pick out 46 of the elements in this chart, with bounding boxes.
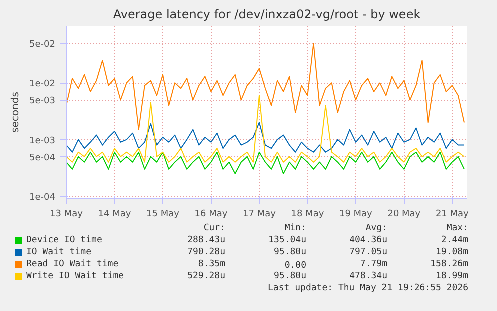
text: 8.35m (198, 260, 226, 270)
x-tick-label: 15 May (146, 210, 180, 220)
text: 478.34u (350, 272, 388, 282)
text: 95.80u (274, 272, 307, 282)
chart-title: Average latency for /dev/inxza02-vg/root - by week (113, 8, 421, 22)
y-tick-label: 5e-02 (30, 40, 56, 50)
x-tick-label: 17 May (243, 210, 277, 220)
text: Cur: (204, 224, 226, 234)
y-tick-label: 5e-03 (30, 96, 56, 107)
x-tick-label: 20 May (388, 210, 422, 220)
line-series (66, 95, 465, 163)
legend-label: IO Wait time (26, 248, 92, 258)
y-tick-label: 5e-04 (30, 153, 56, 164)
text: Avg: (366, 224, 388, 234)
text: 797.05u (350, 248, 388, 258)
x-tick-label: 21 May (436, 210, 470, 220)
text: 529.28u (188, 272, 226, 282)
text: 95.80u (274, 248, 307, 258)
text: 404.36u (350, 236, 388, 246)
text: Min: (284, 224, 307, 234)
legend-label: Read IO Wait time (26, 260, 119, 270)
text: 158.26m (430, 260, 469, 270)
y-tick-label: 1e-04 (30, 192, 56, 203)
x-tick-label: 18 May (291, 210, 325, 220)
x-tick-label: 13 May (50, 210, 84, 220)
text: 0.00 (284, 261, 307, 271)
text: Max: (446, 224, 469, 234)
x-tick-label: 16 May (194, 210, 228, 220)
text: Last update: Thu May 21 19:26:55 2026 (268, 284, 468, 294)
text: 7.79m (360, 260, 388, 270)
text: 19.08m (436, 248, 469, 258)
text: 2.44m (441, 236, 468, 246)
y-axis-title: seconds (10, 92, 22, 133)
text: 288.43u (188, 236, 226, 246)
line-series (66, 122, 465, 153)
text: 790.28u (188, 248, 226, 258)
y-tick-label: 1e-03 (30, 136, 56, 146)
x-tick-label: 14 May (98, 210, 132, 220)
line-series (66, 152, 465, 174)
text: 18.99m (436, 272, 469, 282)
y-tick-label: 1e-02 (30, 80, 56, 90)
legend-label: Device IO time (26, 236, 102, 246)
text: 135.04u (268, 236, 307, 246)
legend-label: Write IO Wait time (26, 272, 124, 282)
line-series (66, 43, 465, 130)
x-tick-label: 19 May (339, 210, 374, 220)
